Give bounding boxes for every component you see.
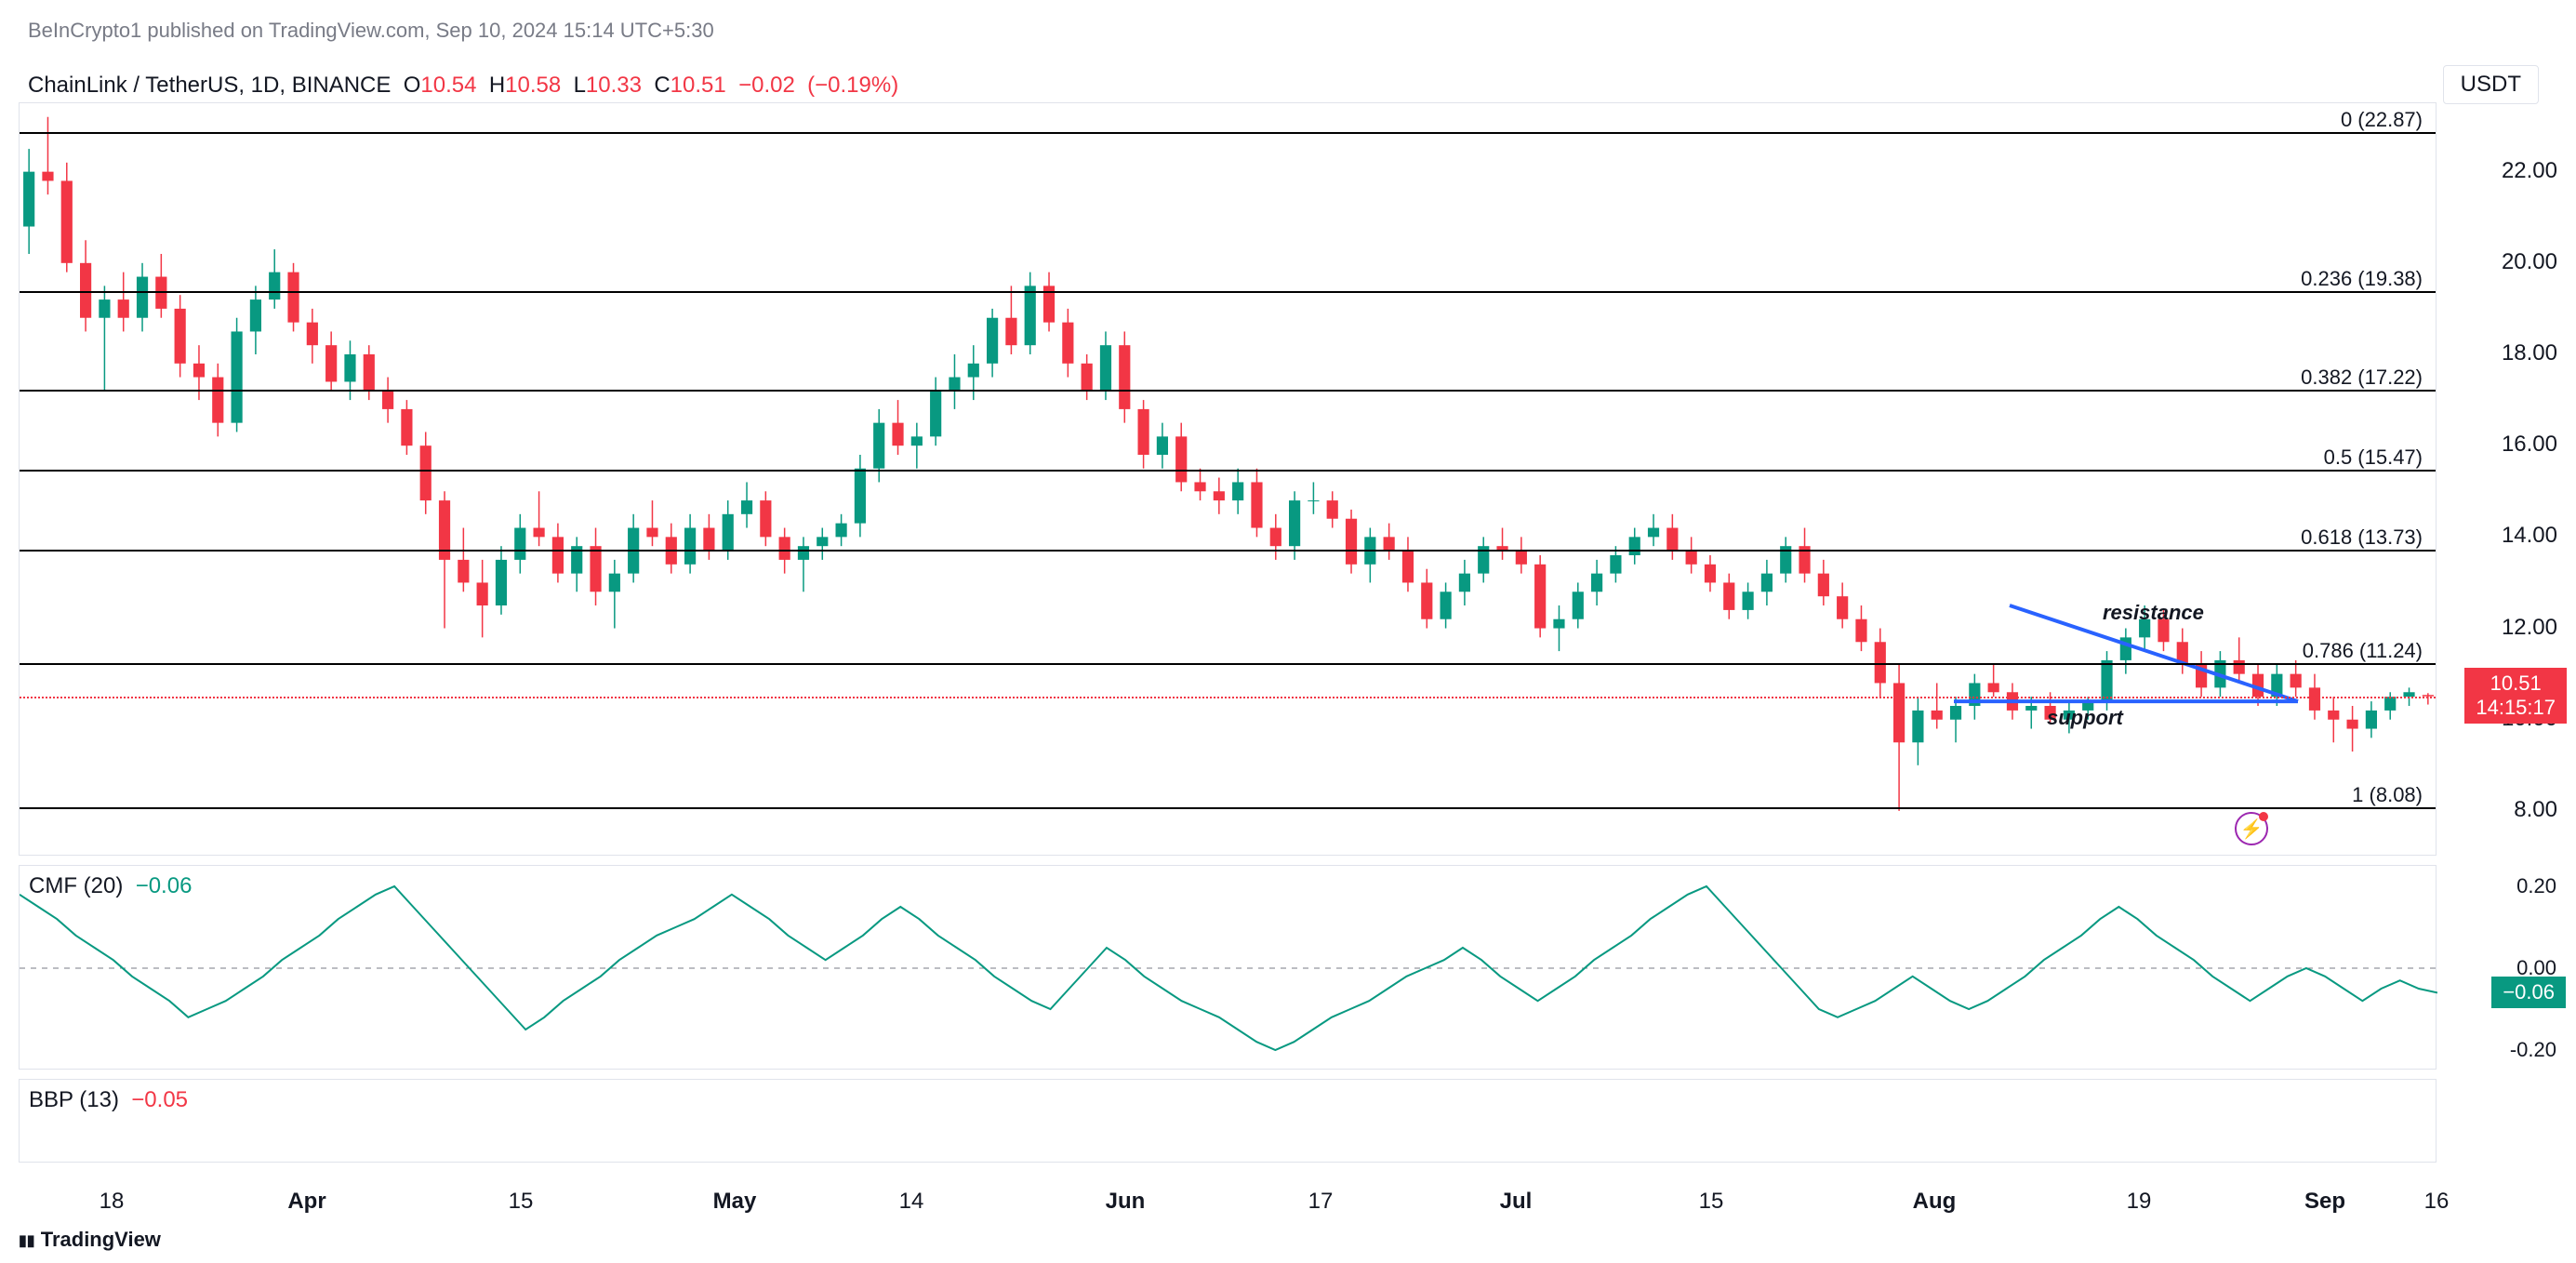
price-tick: 12.00 [2502, 615, 2557, 641]
fib-label: 0.5 (15.47) [2320, 445, 2426, 470]
bbp-pane[interactable]: BBP (13) −0.05 [19, 1079, 2437, 1163]
symbol-info: ChainLink / TetherUS, 1D, BINANCE O10.54… [28, 73, 898, 99]
cmf-title: CMF (20) −0.06 [29, 873, 192, 899]
price-tick: 16.00 [2502, 432, 2557, 458]
time-tick: Aug [1913, 1189, 1957, 1215]
flash-icon[interactable]: ⚡ [2235, 812, 2268, 845]
fib-line [20, 807, 2436, 809]
time-tick: Apr [287, 1189, 325, 1215]
fib-label: 0.236 (19.38) [2297, 267, 2426, 291]
tv-icon: ▮▮ [19, 1233, 35, 1249]
publisher-text: BeInCrypto1 published on TradingView.com… [28, 19, 714, 43]
time-tick: Sep [2304, 1189, 2345, 1215]
time-tick: 19 [2127, 1189, 2152, 1215]
cmf-pane[interactable]: CMF (20) −0.06 -0.200.000.20−0.06 [19, 865, 2437, 1070]
price-tick: 14.00 [2502, 523, 2557, 549]
fib-label: 1 (8.08) [2348, 783, 2426, 807]
quote-currency[interactable]: USDT [2443, 65, 2539, 104]
fib-line [20, 291, 2436, 293]
tradingview-logo: ▮▮ TradingView [19, 1228, 161, 1252]
fib-label: 0 (22.87) [2337, 108, 2426, 132]
time-tick: 15 [509, 1189, 534, 1215]
time-tick: 18 [100, 1189, 125, 1215]
price-axis[interactable]: 8.0010.0012.0014.0016.0018.0020.0022.001… [2437, 102, 2576, 856]
cmf-tick: -0.20 [2510, 1038, 2556, 1062]
fib-line [20, 550, 2436, 552]
price-tick: 8.00 [2514, 797, 2557, 823]
fib-label: 0.618 (13.73) [2297, 525, 2426, 550]
candlestick-svg [20, 103, 2437, 857]
cmf-svg [20, 866, 2437, 1070]
bbp-title: BBP (13) −0.05 [29, 1087, 188, 1113]
fib-label: 0.786 (11.24) [2299, 639, 2426, 663]
price-chart[interactable]: 0 (22.87) 0.236 (19.38) 0.382 (17.22) 0.5 (… [19, 102, 2437, 856]
fib-line [20, 390, 2436, 392]
price-tick: 20.00 [2502, 249, 2557, 275]
fib-label: 0.382 (17.22) [2297, 366, 2426, 390]
cmf-value-box: −0.06 [2491, 977, 2566, 1008]
current-price-box: 10.5114:15:17 [2464, 668, 2567, 724]
price-tick: 22.00 [2502, 158, 2557, 184]
time-axis[interactable]: 18Apr15May14Jun17Jul15Aug19Sep16 [19, 1189, 2437, 1235]
support-label: support [2047, 706, 2123, 730]
time-tick: Jun [1106, 1189, 1146, 1215]
time-tick: 17 [1308, 1189, 1334, 1215]
time-tick: 15 [1699, 1189, 1724, 1215]
time-tick: 14 [899, 1189, 924, 1215]
fib-line [20, 470, 2436, 472]
time-tick: 16 [2424, 1189, 2450, 1215]
time-tick: May [713, 1189, 757, 1215]
symbol-pair: ChainLink / TetherUS, 1D, BINANCE [28, 73, 391, 98]
time-tick: Jul [1500, 1189, 1533, 1215]
price-tick: 18.00 [2502, 340, 2557, 366]
cmf-tick: 0.20 [2516, 874, 2556, 898]
resistance-label: resistance [2103, 601, 2204, 625]
fib-line [20, 663, 2436, 665]
current-price-line [20, 697, 2436, 698]
fib-line [20, 132, 2436, 134]
